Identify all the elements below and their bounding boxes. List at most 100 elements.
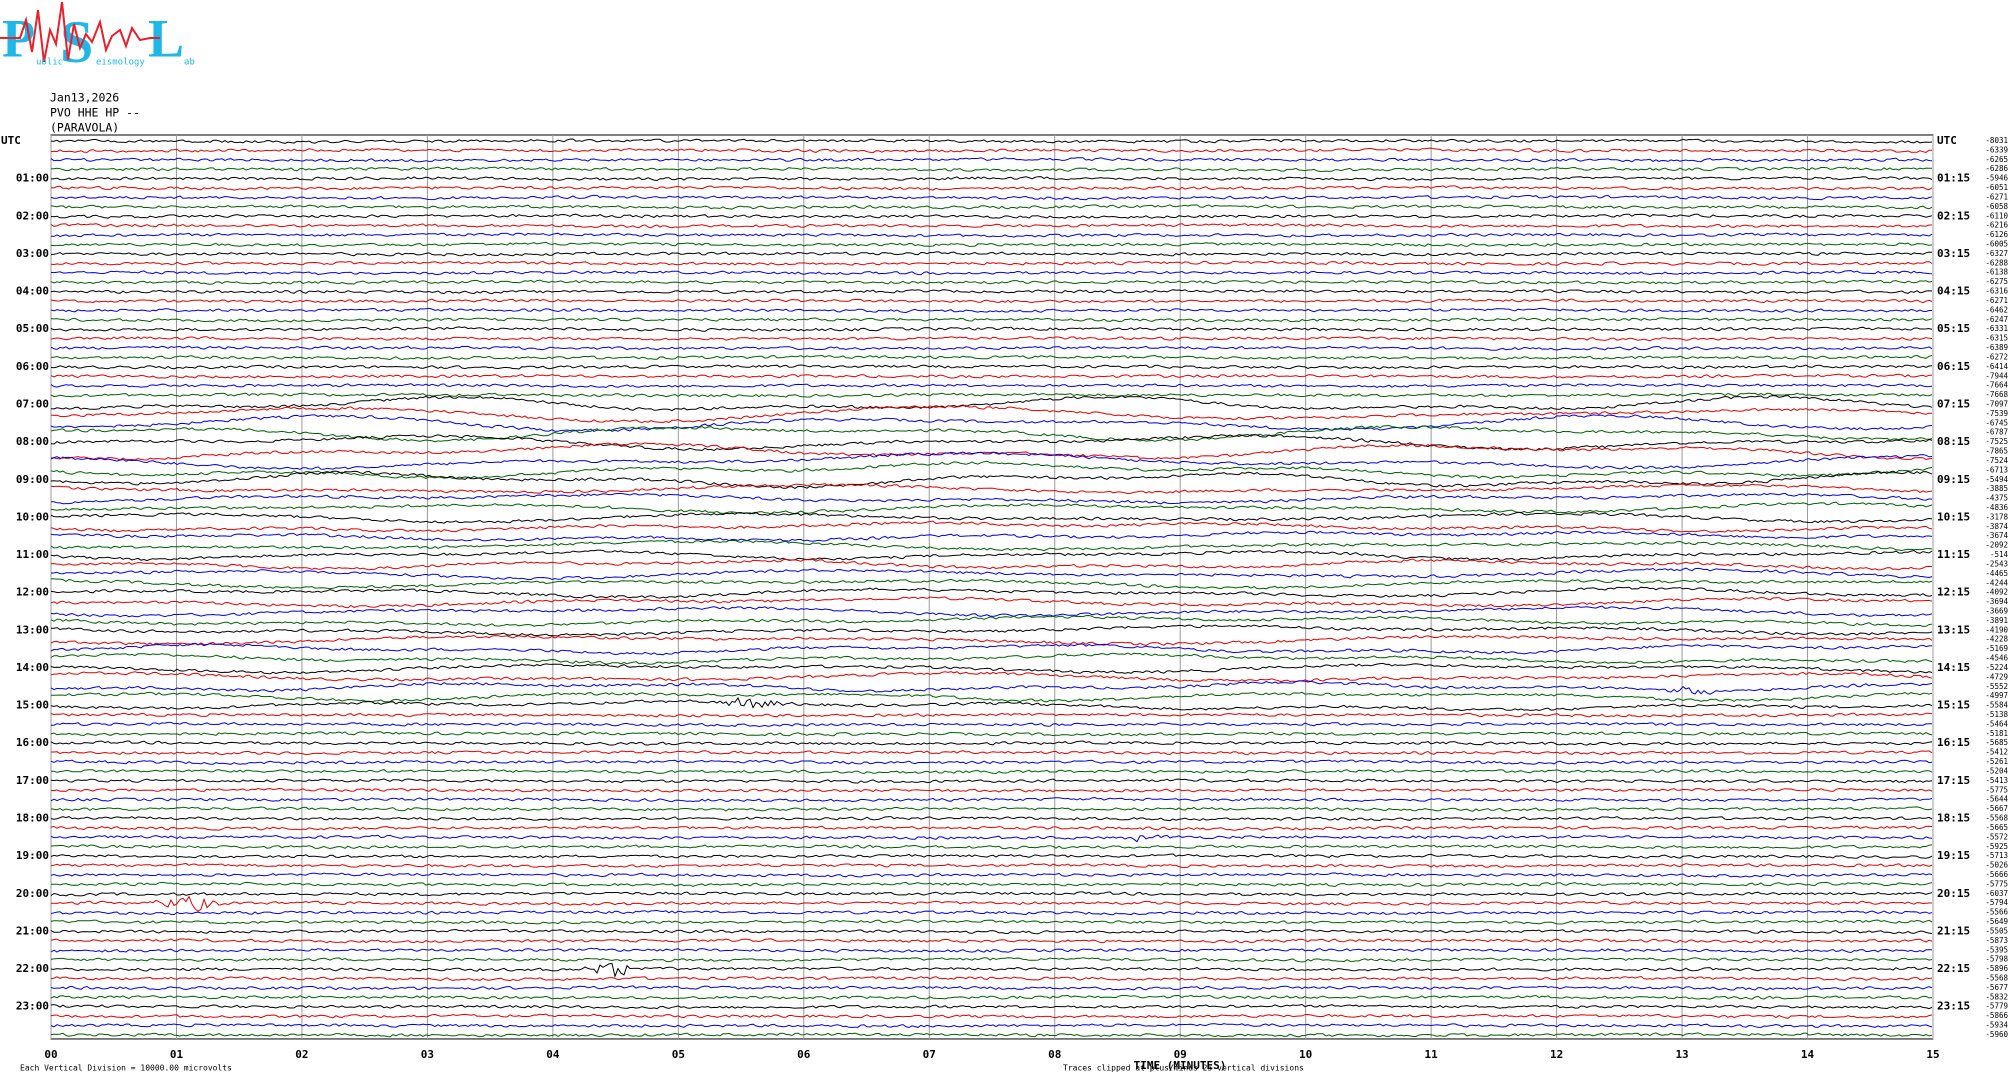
trace	[51, 881, 1933, 888]
trace-offset: -5572	[1985, 832, 2008, 841]
left-time-label: 04:00	[16, 285, 49, 298]
trace	[50, 731, 1933, 737]
trace	[50, 652, 1933, 665]
trace-offset: -6272	[1985, 352, 2008, 361]
trace	[50, 834, 1933, 843]
trace	[51, 578, 1933, 590]
trace-offset: -4546	[1985, 654, 2008, 663]
trace-offset: -6316	[1985, 287, 2008, 296]
trace-offset: -7524	[1985, 456, 2008, 465]
trace-offset: -7668	[1985, 390, 2008, 399]
right-time-label: 23:15	[1937, 1000, 1970, 1013]
right-time-label: 07:15	[1937, 397, 1970, 410]
trace-offset: -6110	[1985, 211, 2008, 220]
trace	[50, 392, 1933, 398]
logo-squiggle	[0, 1, 160, 63]
trace	[50, 712, 1933, 718]
trace-offset: -5666	[1985, 870, 2008, 879]
trace	[50, 530, 1933, 542]
trace-offset: -4244	[1985, 578, 2008, 587]
left-time-label: 09:00	[16, 473, 49, 486]
right-time-label: UTC	[1937, 134, 1957, 147]
logo: P S L ublic eismology ab	[0, 1, 195, 75]
left-time-label: 18:00	[16, 812, 49, 825]
trace	[50, 326, 1933, 332]
trace-offset: -5713	[1985, 851, 2008, 860]
trace	[50, 232, 1933, 238]
trace-offset: -6286	[1985, 164, 2008, 173]
trace-offset: -5261	[1985, 757, 2008, 766]
header-station: PVO HHE HP --	[50, 106, 140, 120]
trace	[51, 721, 1932, 728]
logo-word: ab	[184, 58, 195, 68]
trace-offset: -4228	[1985, 635, 2008, 644]
trace-offset: -6271	[1985, 192, 2008, 201]
trace-offset: -2092	[1985, 541, 2008, 550]
trace	[50, 853, 1933, 859]
trace	[50, 204, 1933, 210]
trace	[50, 442, 1933, 461]
trace	[50, 947, 1933, 954]
trace	[50, 364, 1933, 370]
trace	[50, 434, 1933, 452]
trace	[50, 492, 1933, 505]
trace	[50, 642, 1933, 656]
x-tick-label: 13	[1675, 1048, 1688, 1061]
trace-offset: -5464	[1985, 719, 2008, 728]
left-time-label: 08:00	[16, 435, 49, 448]
right-time-label: 01:15	[1937, 172, 1970, 185]
trace	[50, 778, 1933, 784]
trace	[50, 1003, 1933, 1010]
left-time-label: 17:00	[16, 774, 49, 787]
right-time-label: 17:15	[1937, 774, 1970, 787]
right-time-label: 14:15	[1937, 661, 1970, 674]
trace	[50, 596, 1933, 609]
trace-offset: -5568	[1985, 973, 2008, 982]
logo-word: ublic	[36, 58, 63, 68]
trace	[50, 696, 1933, 712]
x-tick-label: 09	[1174, 1048, 1187, 1061]
trace	[50, 1023, 1933, 1028]
left-time-label: 23:00	[16, 1000, 49, 1013]
trace	[50, 909, 1933, 916]
trace-offset: -7664	[1985, 381, 2008, 390]
trace	[50, 962, 1933, 978]
left-time-label: 21:00	[16, 924, 49, 937]
trace	[50, 928, 1933, 935]
x-tick-label: 00	[44, 1048, 57, 1061]
trace-offset: -4997	[1985, 691, 2008, 700]
trace	[51, 691, 1933, 703]
trace	[50, 740, 1933, 746]
trace	[50, 662, 1933, 675]
x-tick-label: 14	[1801, 1048, 1815, 1061]
trace-offset: -3669	[1985, 607, 2008, 616]
trace	[50, 759, 1933, 765]
trace-offset: -6058	[1985, 202, 2008, 211]
trace	[50, 460, 1933, 480]
trace	[50, 919, 1933, 925]
trace-offset: -3694	[1985, 597, 2008, 606]
trace	[50, 345, 1933, 351]
trace-offset: -3674	[1985, 531, 2008, 540]
left-time-label: 14:00	[16, 661, 49, 674]
x-tick-label: 05	[672, 1048, 685, 1061]
trace	[50, 289, 1933, 295]
trace-offset: -5412	[1985, 748, 2008, 757]
trace	[50, 511, 1933, 524]
right-time-label: 02:15	[1937, 209, 1970, 222]
trace-offset: -3178	[1985, 512, 2008, 521]
trace-offset: -6327	[1985, 249, 2008, 258]
trace	[50, 270, 1933, 276]
trace	[50, 624, 1933, 637]
trace	[50, 241, 1933, 248]
trace-offset: -6389	[1985, 343, 2008, 352]
trace	[50, 298, 1933, 304]
trace-offset: -5775	[1985, 785, 2008, 794]
right-time-label: 20:15	[1937, 887, 1970, 900]
trace-offset: -6005	[1985, 240, 2008, 249]
trace	[50, 769, 1933, 775]
trace	[50, 520, 1933, 533]
footer-clip: Traces clipped at plus/minus 25 vertical…	[1063, 1064, 1304, 1073]
trace-offset: -5896	[1985, 964, 2008, 973]
